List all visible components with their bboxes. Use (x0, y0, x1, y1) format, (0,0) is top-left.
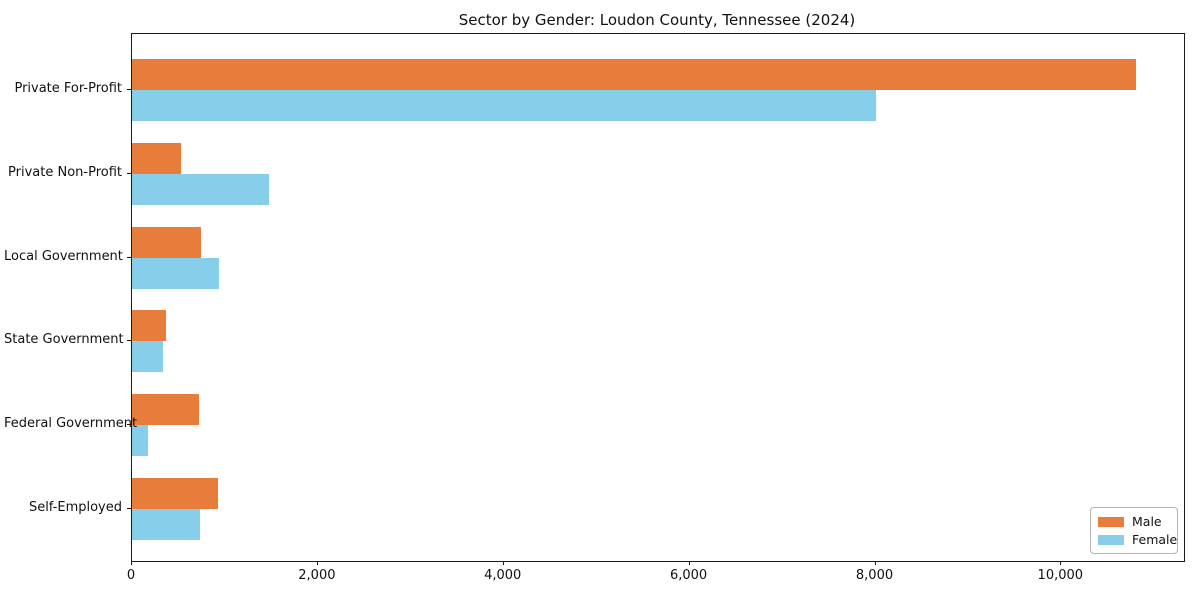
bar-male-1 (132, 59, 1136, 90)
bar-female-1 (132, 90, 876, 121)
legend-swatch-male (1098, 516, 1124, 527)
bar-female-5 (132, 425, 148, 457)
x-tick-label: 6,000 (669, 568, 708, 583)
y-tick-label: State Government (4, 332, 124, 348)
x-tick-mark (502, 561, 504, 565)
x-tick-label: 8,000 (855, 568, 894, 583)
y-tick-label: Private For-Profit (14, 81, 122, 96)
y-tick-mark (127, 508, 131, 509)
x-tick-label: 4,000 (484, 568, 522, 583)
legend-label: Female (1132, 532, 1178, 547)
x-tick-label: 0 (126, 568, 136, 583)
legend-item-female: Female (1098, 532, 1177, 547)
bar-female-4 (132, 341, 163, 373)
legend-swatch-female (1098, 534, 1124, 545)
x-tick-mark (874, 561, 876, 565)
bar-male-6 (132, 478, 219, 509)
x-tick-label: 2,000 (298, 568, 336, 583)
legend-item-male: Male (1098, 514, 1170, 529)
legend-label: Male (1132, 514, 1162, 529)
plot-area (131, 33, 1185, 562)
x-tick-label: 10,000 (1037, 568, 1084, 583)
x-tick-mark (688, 561, 690, 565)
bar-male-5 (132, 394, 199, 426)
bar-male-2 (132, 142, 182, 174)
y-tick-mark (127, 172, 131, 174)
y-tick-label: Self-Employed (28, 500, 122, 515)
legend: Male Female (1090, 507, 1178, 554)
bar-female-3 (132, 257, 220, 289)
bar-male-3 (132, 226, 201, 258)
x-tick-mark (131, 561, 132, 565)
y-tick-mark (127, 424, 131, 426)
y-tick-label: Local Government (4, 248, 123, 264)
bar-female-2 (132, 173, 269, 205)
bar-female-6 (132, 509, 200, 540)
y-tick-mark (127, 340, 131, 342)
y-tick-label: Private Non-Profit (8, 164, 122, 180)
x-tick-mark (1060, 561, 1062, 565)
x-tick-mark (316, 561, 318, 565)
y-tick-mark (127, 89, 131, 90)
bar-male-4 (132, 310, 167, 342)
y-tick-label: Federal Government (4, 416, 138, 432)
chart-title: Sector by Gender: Loudon County, Tenness… (458, 11, 856, 29)
y-tick-mark (127, 256, 131, 258)
